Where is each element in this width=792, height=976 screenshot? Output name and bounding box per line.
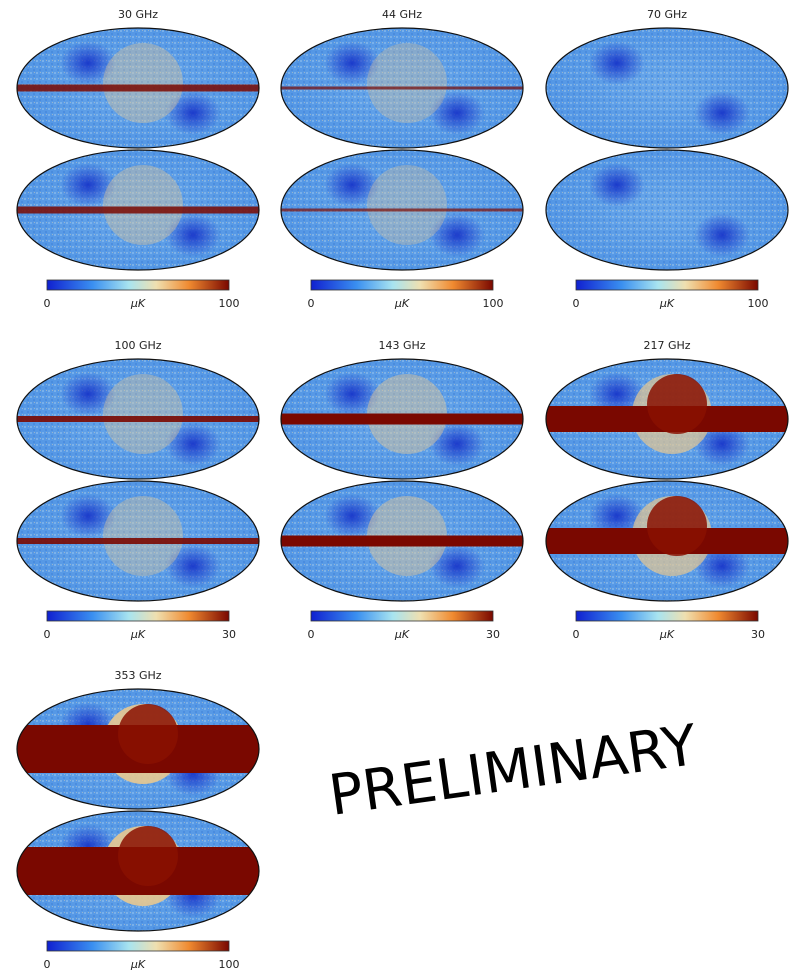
- colorbar: [311, 280, 493, 290]
- colorbar: [311, 611, 493, 621]
- sky-map: [546, 28, 788, 148]
- colorbar-min: 0: [44, 958, 51, 971]
- colorbar-max: 30: [486, 628, 500, 641]
- colorbar: [47, 280, 229, 290]
- colorbar-max: 100: [748, 297, 769, 310]
- galactic-plane: [17, 538, 259, 544]
- galactic-plane: [281, 87, 523, 90]
- panel-title: 70 GHz: [647, 8, 687, 21]
- sky-map: [281, 359, 523, 479]
- colorbar-unit: μK: [130, 297, 146, 310]
- colorbar-min: 0: [308, 628, 315, 641]
- dust-cloud: [118, 826, 178, 886]
- sky-noise: [546, 150, 788, 270]
- colorbar-unit: μK: [394, 628, 410, 641]
- colorbar-max: 100: [219, 297, 240, 310]
- colorbar: [576, 611, 758, 621]
- dust-halo: [103, 374, 183, 454]
- sky-map: [17, 359, 259, 479]
- colorbar-min: 0: [44, 297, 51, 310]
- sky-map: [546, 481, 788, 601]
- cold-spot: [589, 163, 645, 207]
- cold-spot: [589, 41, 645, 85]
- sky-map: [17, 150, 259, 270]
- galactic-plane: [281, 536, 523, 547]
- panel-title: 143 GHz: [378, 339, 425, 352]
- galactic-plane: [17, 85, 259, 92]
- dust-halo: [367, 165, 447, 245]
- panel-title: 353 GHz: [114, 669, 161, 682]
- colorbar-unit: μK: [394, 297, 410, 310]
- colorbar-unit: μK: [659, 628, 675, 641]
- colorbar-max: 30: [751, 628, 765, 641]
- dust-halo: [367, 43, 447, 123]
- sky-map: [17, 481, 259, 601]
- panel-title: 30 GHz: [118, 8, 158, 21]
- sky-map: [17, 811, 259, 931]
- colorbar-max: 100: [219, 958, 240, 971]
- sky-map: [281, 481, 523, 601]
- galactic-plane: [281, 414, 523, 425]
- dust-halo: [103, 43, 183, 123]
- dust-cloud: [647, 374, 707, 434]
- sky-map: [546, 359, 788, 479]
- cold-spot: [694, 91, 750, 135]
- dust-halo: [103, 165, 183, 245]
- colorbar-min: 0: [573, 628, 580, 641]
- galactic-plane: [281, 209, 523, 212]
- sky-map: [17, 28, 259, 148]
- colorbar: [576, 280, 758, 290]
- panel-title: 100 GHz: [114, 339, 161, 352]
- dust-cloud: [647, 496, 707, 556]
- panel-title: 44 GHz: [382, 8, 422, 21]
- sky-map: [17, 689, 259, 809]
- sky-map: [281, 28, 523, 148]
- colorbar-min: 0: [44, 628, 51, 641]
- panel-title: 217 GHz: [643, 339, 690, 352]
- colorbar-unit: μK: [659, 297, 675, 310]
- colorbar: [47, 611, 229, 621]
- dust-cloud: [118, 704, 178, 764]
- sky-noise: [546, 28, 788, 148]
- figure: PRELIMINARY 30 GHz 0 μK 100 44 GHz 0 μK 100 70 G…: [0, 0, 792, 976]
- colorbar-unit: μK: [130, 958, 146, 971]
- galactic-plane: [17, 416, 259, 422]
- galactic-plane: [17, 207, 259, 214]
- colorbar-max: 100: [483, 297, 504, 310]
- dust-halo: [103, 496, 183, 576]
- colorbar-min: 0: [308, 297, 315, 310]
- watermark: PRELIMINARY: [325, 713, 702, 829]
- colorbar-max: 30: [222, 628, 236, 641]
- sky-map: [281, 150, 523, 270]
- cold-spot: [694, 213, 750, 257]
- sky-map: [546, 150, 788, 270]
- colorbar-unit: μK: [130, 628, 146, 641]
- colorbar-min: 0: [573, 297, 580, 310]
- colorbar: [47, 941, 229, 951]
